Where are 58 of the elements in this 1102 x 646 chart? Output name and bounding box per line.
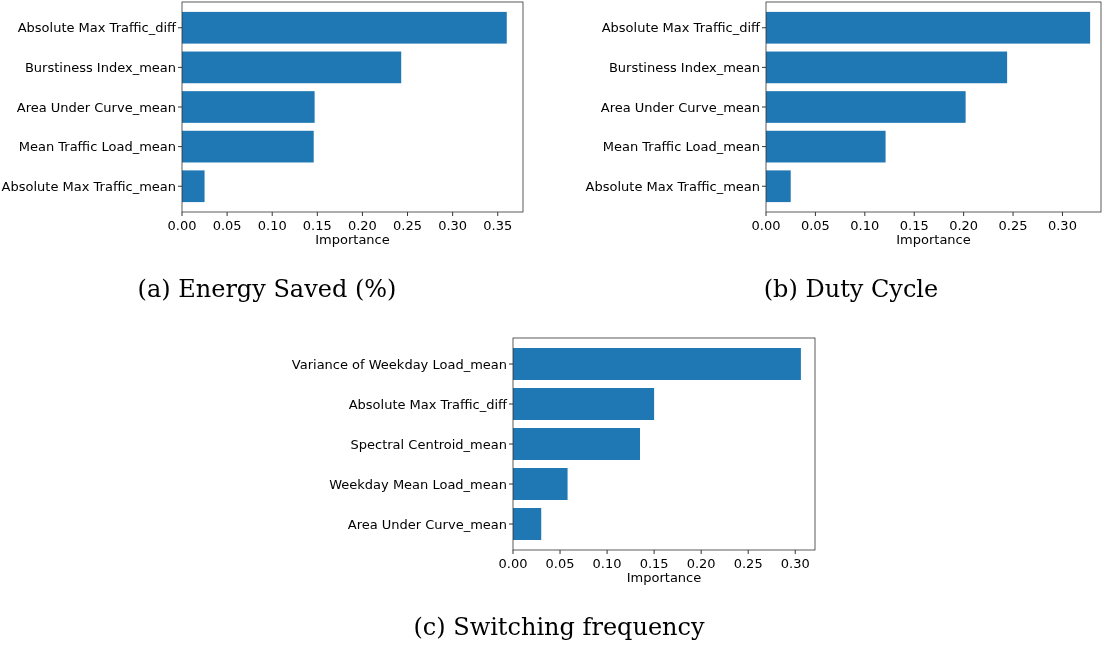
y-tick-label: Burstiness Index_mean — [608, 59, 760, 75]
bar — [766, 11, 1091, 44]
y-tick-label: Burstiness Index_mean — [24, 59, 176, 75]
text: (b) Duty Cycle — [763, 275, 939, 303]
bar — [182, 51, 402, 84]
x-tick-label: 0.25 — [733, 556, 763, 571]
bar — [182, 11, 507, 44]
x-tick-label: 0.15 — [899, 218, 929, 233]
bar — [766, 130, 886, 163]
text: (a) Energy Saved (%) — [137, 275, 397, 303]
x-tick-label: 0.30 — [1047, 218, 1077, 233]
y-tick-label: Weekday Mean Load_mean — [329, 476, 507, 492]
x-tick-label: 0.05 — [212, 218, 242, 233]
x-tick-label: 0.15 — [302, 218, 332, 233]
y-tick-label: Absolute Max Traffic_diff — [348, 396, 509, 412]
y-tick-label: Absolute Max Traffic_mean — [585, 178, 760, 194]
y-tick-label: Area Under Curve_mean — [16, 99, 176, 115]
y-tick-label: Area Under Curve_mean — [347, 516, 507, 532]
bar — [513, 428, 641, 460]
y-tick-label: Area Under Curve_mean — [600, 99, 760, 115]
x-tick-label: 0.05 — [545, 556, 575, 571]
text: (c) Switching frequency — [413, 613, 706, 641]
bar — [766, 91, 966, 123]
x-tick-label: 0.15 — [639, 556, 669, 571]
x-tick-label: 0.25 — [998, 218, 1028, 233]
x-tick-label: 0.10 — [257, 218, 287, 233]
x-tick-label: 0.10 — [850, 218, 880, 233]
x-axis-title: Importance — [315, 232, 390, 247]
x-tick-label: 0.00 — [498, 556, 528, 571]
x-tick-label: 0.20 — [949, 218, 979, 233]
x-axis-title: Importance — [896, 232, 971, 247]
x-tick-label: 0.30 — [438, 218, 468, 233]
x-tick-label: 0.10 — [592, 556, 622, 571]
y-tick-label: Mean Traffic Load_mean — [602, 139, 760, 155]
bar — [513, 508, 542, 540]
bar — [766, 51, 1008, 84]
x-tick-label: 0.30 — [780, 556, 810, 571]
x-tick-label: 0.25 — [393, 218, 423, 233]
x-tick-label: 0.05 — [800, 218, 830, 233]
bar — [182, 91, 315, 123]
x-tick-label: 0.20 — [347, 218, 377, 233]
bar — [513, 348, 801, 380]
bar — [513, 388, 655, 420]
bar — [513, 468, 568, 500]
bar — [766, 170, 791, 203]
y-tick-label: Absolute Max Traffic_mean — [1, 178, 176, 194]
bar — [182, 130, 314, 163]
x-axis-title: Importance — [626, 570, 702, 585]
bar — [182, 170, 205, 203]
y-tick-label: Mean Traffic Load_mean — [18, 139, 176, 155]
x-tick-label: 0.00 — [751, 218, 781, 233]
y-tick-label: Absolute Max Traffic_diff — [601, 20, 762, 36]
x-tick-label: 0.00 — [167, 218, 197, 233]
y-tick-label: Spectral Centroid_mean — [350, 436, 507, 452]
y-tick-label: Absolute Max Traffic_diff — [17, 20, 178, 36]
x-tick-label: 0.35 — [483, 218, 513, 233]
y-tick-label: Variance of Weekday Load_mean — [291, 356, 507, 372]
x-tick-label: 0.20 — [686, 556, 716, 571]
